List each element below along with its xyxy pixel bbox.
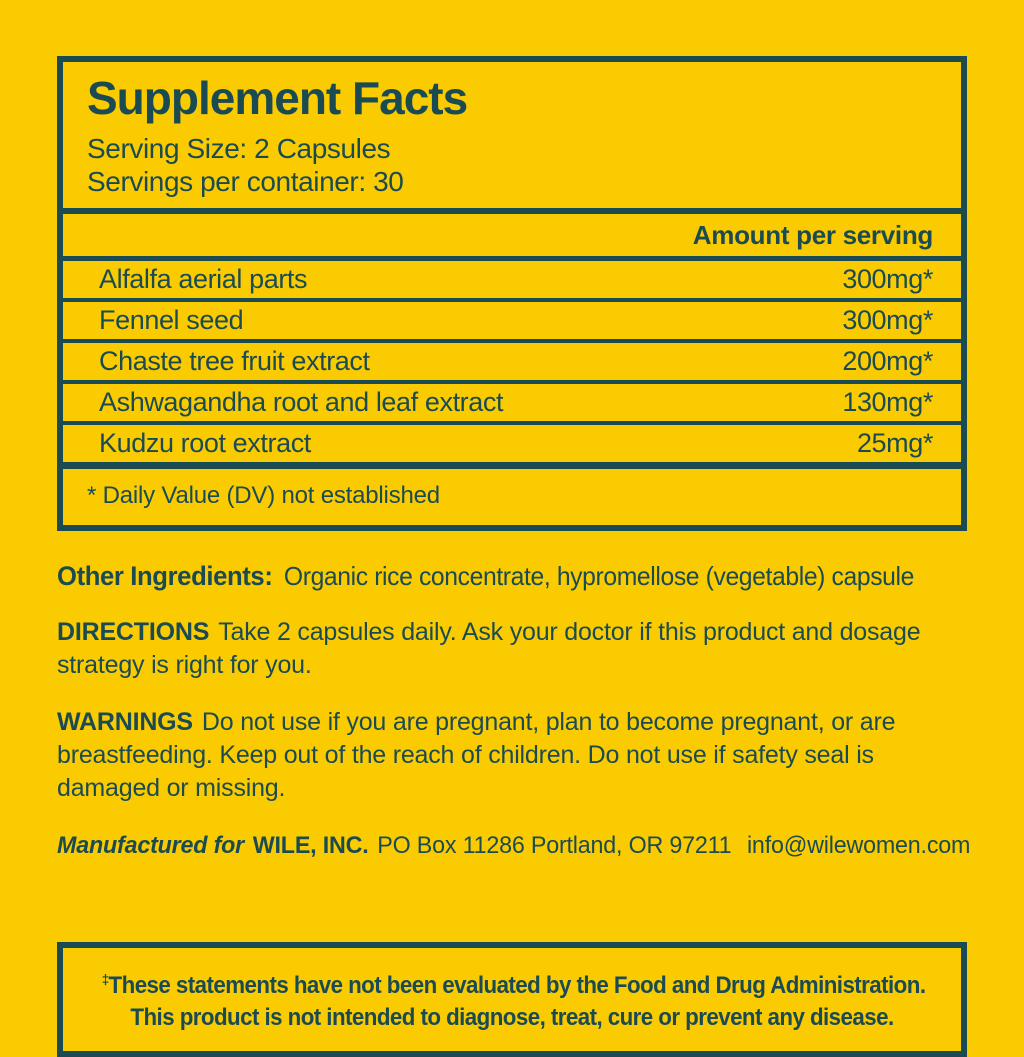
disclaimer-line-1: ‡These statements have not been evaluate… xyxy=(101,963,926,1002)
ingredient-name: Ashwagandha root and leaf extract xyxy=(99,387,504,418)
other-ingredients-label: Other Ingredients: xyxy=(57,561,273,592)
warnings-label: WARNINGS xyxy=(57,708,193,737)
divider xyxy=(63,421,961,426)
ingredient-amount: 130mg* xyxy=(842,387,933,418)
amount-per-serving-header: Amount per serving xyxy=(63,214,961,256)
divider xyxy=(63,256,961,262)
ingredient-name: Kudzu root extract xyxy=(99,428,311,459)
directions-label: DIRECTIONS xyxy=(57,618,210,647)
manufactured-for-label: Manufactured for xyxy=(57,832,245,860)
other-ingredients-text: Organic rice concentrate, hypromellose (… xyxy=(283,561,914,592)
panel-title: Supplement Facts xyxy=(87,72,468,124)
table-row: Ashwagandha root and leaf extract 130mg* xyxy=(63,384,961,421)
warnings-text: Do not use if you are pregnant, plan to … xyxy=(57,708,896,803)
divider xyxy=(63,339,961,344)
ingredient-name: Alfalfa aerial parts xyxy=(99,264,308,295)
fda-disclaimer-box: ‡These statements have not been evaluate… xyxy=(57,942,967,1057)
directions: DIRECTIONS Take 2 capsules daily. Ask you… xyxy=(57,616,967,682)
other-ingredients: Other Ingredients: Organic rice concentra… xyxy=(57,561,922,592)
amount-header-label: Amount per serving xyxy=(692,219,934,250)
divider xyxy=(63,208,961,215)
daily-value-footnote: * Daily Value (DV) not established xyxy=(87,482,440,510)
table-row: Chaste tree fruit extract 200mg* xyxy=(63,343,961,380)
warnings: WARNINGS Do not use if you are pregnant, … xyxy=(57,706,967,805)
disclaimer-text-1: These statements have not been evaluated… xyxy=(108,972,926,1000)
serving-size: Serving Size: 2 Capsules xyxy=(87,133,391,165)
ingredient-amount: 200mg* xyxy=(842,346,933,377)
panel-header: Supplement Facts Serving Size: 2 Capsule… xyxy=(63,62,961,208)
table-row: Kudzu root extract 25mg* xyxy=(63,425,961,462)
table-row: Fennel seed 300mg* xyxy=(63,302,961,339)
ingredient-name: Chaste tree fruit extract xyxy=(99,346,370,377)
table-row: Alfalfa aerial parts 300mg* xyxy=(63,261,961,298)
ingredient-name: Fennel seed xyxy=(99,305,244,336)
double-dagger-mark: ‡ xyxy=(101,971,109,988)
disclaimer-line-2: This product is not intended to diagnose… xyxy=(130,1004,894,1032)
servings-per-container: Servings per container: 30 xyxy=(87,166,404,198)
manufacturer-name: WILE, INC. xyxy=(252,832,369,860)
ingredient-amount: 300mg* xyxy=(842,264,933,295)
ingredient-amount: 300mg* xyxy=(842,305,933,336)
manufacturer-address: PO Box 11286 Portland, OR 97211 xyxy=(377,832,732,860)
divider xyxy=(63,462,961,470)
manufacturer-email: info@wilewomen.com xyxy=(746,832,971,860)
ingredient-amount: 25mg* xyxy=(856,428,933,459)
divider xyxy=(63,380,961,385)
manufacturer-line: Manufactured for WILE, INC. PO Box 11286 P… xyxy=(57,832,970,860)
supplement-facts-panel: Supplement Facts Serving Size: 2 Capsule… xyxy=(57,56,967,532)
directions-text: Take 2 capsules daily. Ask your doctor i… xyxy=(57,618,921,680)
divider xyxy=(63,298,961,303)
